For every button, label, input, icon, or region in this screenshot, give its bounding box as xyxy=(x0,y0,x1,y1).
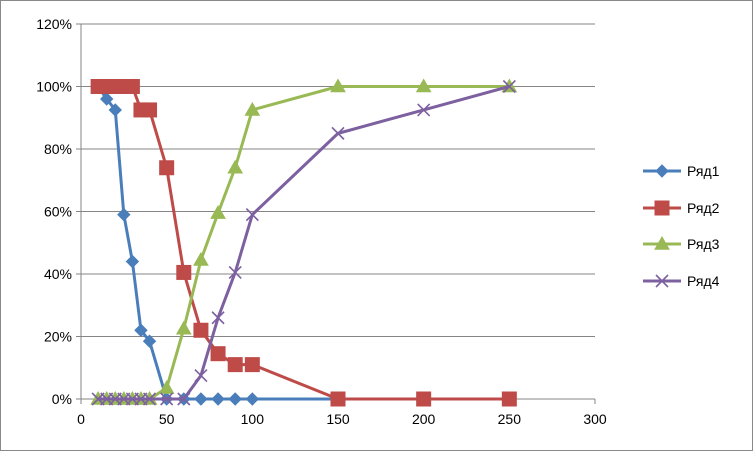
data-point xyxy=(417,103,431,117)
data-point xyxy=(142,334,157,348)
marker-stroke xyxy=(228,265,242,280)
y-tick-label: 100% xyxy=(36,79,72,95)
data-point xyxy=(175,320,192,335)
data-point xyxy=(244,357,260,373)
series-2 xyxy=(90,79,517,407)
gridlines xyxy=(81,23,595,337)
data-point xyxy=(117,207,131,222)
legend-label: Ряд3 xyxy=(687,236,720,252)
data-point xyxy=(194,392,208,406)
x-tick-label: 100 xyxy=(241,411,265,427)
y-tick-label: 60% xyxy=(44,204,72,220)
legend-marker xyxy=(654,235,670,250)
y-tick-label: 80% xyxy=(44,141,72,157)
series-group xyxy=(90,78,518,407)
legend-marker xyxy=(654,200,670,216)
data-point xyxy=(108,103,122,117)
data-point xyxy=(158,380,175,394)
legend-item: Ряд3 xyxy=(643,235,720,252)
data-point xyxy=(193,322,209,338)
data-point xyxy=(228,265,242,280)
marker-stroke xyxy=(194,368,208,383)
y-axis-ticks: 0% 20% 40% 60% 80% 100% 120% xyxy=(36,16,72,407)
data-point xyxy=(211,392,225,406)
data-point xyxy=(245,208,259,222)
data-point xyxy=(331,126,345,140)
data-point xyxy=(177,392,191,406)
data-point xyxy=(227,159,244,174)
data-point xyxy=(125,254,140,269)
data-point xyxy=(194,368,208,383)
data-point xyxy=(227,357,243,373)
x-tick-label: 50 xyxy=(159,411,175,427)
data-point xyxy=(176,264,192,280)
series-3 xyxy=(90,78,518,405)
marker-stroke xyxy=(142,392,157,406)
data-point xyxy=(124,79,140,94)
data-point xyxy=(245,392,260,406)
series-line xyxy=(98,85,510,401)
axes xyxy=(76,23,596,404)
legend-item: Ряд1 xyxy=(643,163,720,179)
data-point xyxy=(330,391,346,407)
data-point xyxy=(416,391,432,407)
marker-stroke xyxy=(331,126,345,140)
data-point xyxy=(193,251,209,266)
marker-stroke xyxy=(655,274,669,288)
data-point xyxy=(415,78,432,93)
y-tick-label: 40% xyxy=(44,266,72,282)
marker-stroke xyxy=(245,208,259,222)
marker-stroke xyxy=(502,79,516,94)
marker-stroke xyxy=(417,103,431,117)
data-point xyxy=(210,205,226,219)
data-point xyxy=(501,391,517,407)
data-point xyxy=(211,311,225,325)
y-tick-label: 20% xyxy=(44,329,72,345)
x-tick-label: 200 xyxy=(412,411,436,427)
marker-stroke xyxy=(160,392,174,406)
series-line xyxy=(96,85,510,401)
data-point xyxy=(330,78,346,93)
data-point xyxy=(142,102,158,118)
x-tick-label: 0 xyxy=(77,411,85,427)
data-point xyxy=(99,92,114,106)
data-point xyxy=(159,160,175,176)
data-point xyxy=(502,79,516,94)
legend-marker xyxy=(655,274,669,288)
x-tick-label: 300 xyxy=(583,411,607,427)
x-axis-ticks: 0 50 100 150 200 250 300 xyxy=(77,411,607,427)
data-point xyxy=(134,323,148,337)
series-line xyxy=(98,85,510,401)
legend-marker xyxy=(655,164,669,178)
legend-label: Ряд1 xyxy=(687,163,720,179)
series-line xyxy=(98,85,510,401)
data-point xyxy=(160,392,174,406)
x-tick-label: 150 xyxy=(326,411,350,427)
legend: Ряд1 Ряд2 Ряд3 Ряд4 xyxy=(643,163,720,289)
legend-item: Ряд4 xyxy=(643,273,720,289)
legend-label: Ряд4 xyxy=(687,273,720,289)
legend-item: Ряд2 xyxy=(643,200,720,216)
y-tick-label: 120% xyxy=(36,16,72,32)
data-point xyxy=(142,392,157,406)
x-tick-label: 250 xyxy=(498,411,522,427)
marker-stroke xyxy=(211,311,225,325)
data-point xyxy=(244,101,261,116)
marker-stroke xyxy=(177,392,191,406)
data-point xyxy=(210,346,226,362)
series-4 xyxy=(91,79,516,406)
data-point xyxy=(228,392,242,406)
y-tick-label: 0% xyxy=(52,391,72,407)
legend-label: Ряд2 xyxy=(687,200,720,216)
